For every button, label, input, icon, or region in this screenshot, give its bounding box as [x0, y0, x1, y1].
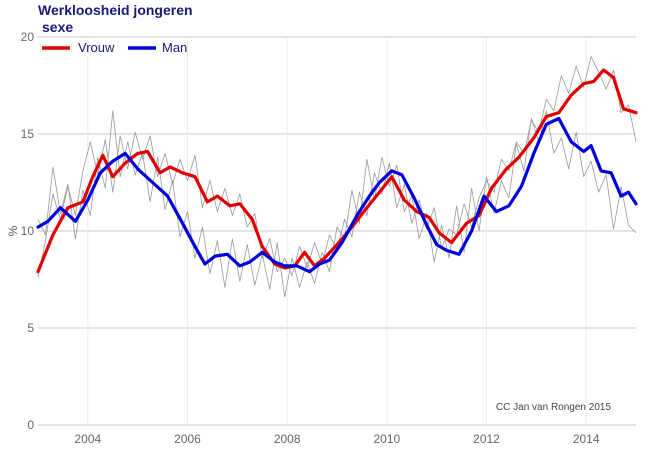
x-tick-labels: 2004 2006 2008 2010 2012 2014 [74, 432, 599, 446]
y-tick-label-10: 10 [21, 224, 35, 238]
background-series [37, 56, 637, 298]
y-tick-label-5: 5 [27, 321, 34, 335]
x-tick-label-2010: 2010 [373, 432, 400, 446]
x-tick-label-2012: 2012 [473, 432, 500, 446]
x-tick-label-2014: 2014 [573, 432, 600, 446]
legend-label-man: Man [162, 40, 187, 55]
y-tick-label-0: 0 [27, 418, 34, 432]
y-tick-labels: 0 5 10 15 20 [21, 30, 35, 432]
y-tick-label-20: 20 [21, 30, 35, 44]
background-line-1 [37, 110, 637, 298]
y-axis-label: % [6, 225, 20, 236]
chart-subtitle: sexe [42, 19, 73, 35]
series-lines [36, 68, 638, 274]
chart-title: Werkloosheid jongeren [38, 2, 193, 18]
legend: Vrouw Man [42, 40, 187, 55]
x-tick-label-2004: 2004 [74, 432, 101, 446]
series-line-vrouw [36, 68, 638, 274]
grid-lines [38, 36, 636, 426]
x-tick-label-2008: 2008 [274, 432, 301, 446]
series-line-man [36, 116, 638, 274]
x-tick-label-2006: 2006 [174, 432, 201, 446]
y-tick-label-15: 15 [21, 127, 35, 141]
credit-annotation: CC Jan van Rongen 2015 [496, 402, 612, 413]
legend-label-vrouw: Vrouw [78, 40, 115, 55]
